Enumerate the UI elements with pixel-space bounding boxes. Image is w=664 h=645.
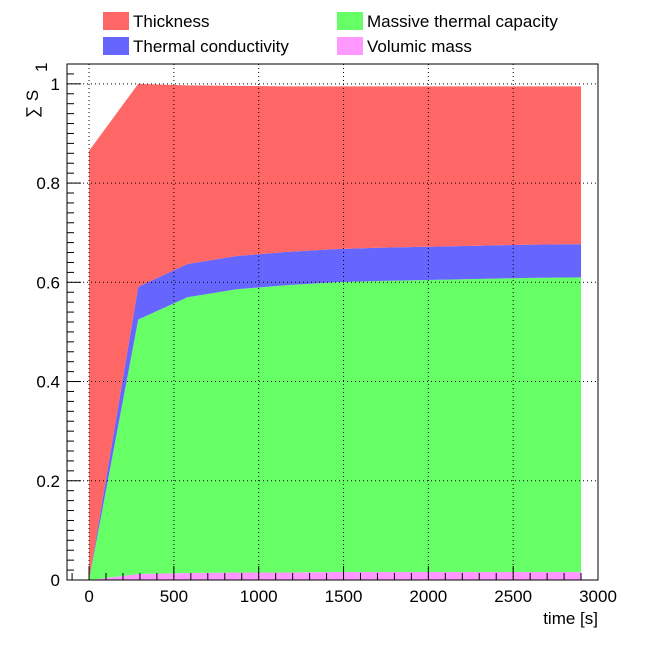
x-tick-label: 0 [84, 587, 93, 606]
x-tick-label: 3000 [579, 587, 617, 606]
area-thickness [89, 83, 582, 580]
x-tick-label: 2000 [409, 587, 447, 606]
grid-layer [67, 64, 598, 580]
y-tick-label: 0 [51, 571, 60, 590]
y-tick-label: 0.8 [36, 174, 60, 193]
legend-label: Volumic mass [367, 37, 472, 56]
area-thermal-conductivity [89, 244, 582, 580]
x-axis: 0 500 1000 1500 2000 2500 3000 [71, 566, 617, 606]
area-layer [89, 83, 582, 580]
legend-swatch [103, 37, 129, 55]
legend-label: Thermal conductivity [133, 37, 289, 56]
y-axis-title: ∑ S 1 [23, 63, 51, 118]
legend-swatch [337, 12, 363, 30]
y-tick-label: 1 [51, 75, 60, 94]
y-tick-label: 0.2 [36, 472, 60, 491]
y-tick-label: 0.6 [36, 273, 60, 292]
x-tick-label: 1000 [240, 587, 278, 606]
area-massive-thermal-capacity [89, 277, 582, 580]
legend: Thickness Massive thermal capacity Thermal… [103, 12, 558, 56]
legend-label: Thickness [133, 12, 210, 31]
legend-label: Massive thermal capacity [367, 12, 558, 31]
y-axis-title-subscript: 1 [32, 63, 51, 72]
x-tick-label: 1500 [325, 587, 363, 606]
x-tick-label: 500 [160, 587, 188, 606]
x-tick-label: 2500 [494, 587, 532, 606]
y-axis: 0 0.2 0.4 0.6 0.8 1 [36, 73, 81, 590]
y-axis-title-main: ∑ S [23, 90, 42, 118]
legend-swatch [103, 12, 129, 30]
y-tick-label: 0.4 [36, 373, 60, 392]
legend-swatch [337, 37, 363, 55]
x-axis-title: time [s] [543, 609, 598, 628]
area-volumic-mass [89, 572, 582, 580]
